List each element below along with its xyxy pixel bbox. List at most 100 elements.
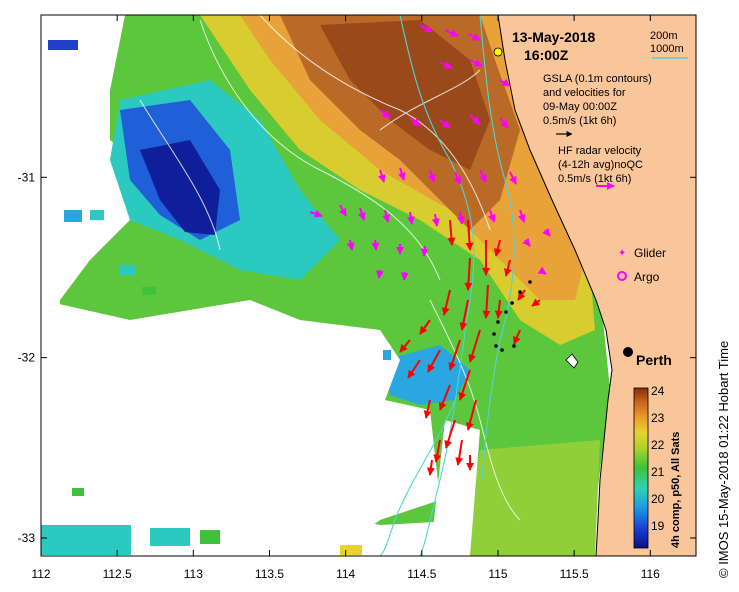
sst-pixel-cluster (383, 350, 391, 360)
sst-pixel-cluster (200, 530, 220, 544)
gsla-contours (139, 14, 521, 521)
radar-arrow (479, 169, 487, 183)
gsla-legend-line4: 0.5m/s (1kt 6h) (543, 115, 616, 127)
gsla-velocity-arrows (399, 219, 541, 476)
colorbar-tick: 23 (651, 411, 665, 425)
radar-arrow (456, 211, 465, 225)
colorbar-ticks: 24 23 22 21 20 19 (651, 384, 665, 533)
radar-arrow (357, 207, 366, 221)
perth-marker (623, 347, 633, 357)
map-date: 13-May-2018 (512, 29, 595, 45)
isobath-1000m-label: 1000m (650, 43, 684, 55)
temperature-colorbar (633, 387, 649, 549)
glider-legend-label: Glider (634, 246, 666, 260)
colorbar-tick: 19 (651, 519, 665, 533)
glider-point (500, 348, 504, 352)
gsla-arrow (503, 259, 512, 277)
gsla-arrow (459, 299, 469, 331)
radar-arrow (409, 117, 421, 127)
glider-point (504, 310, 508, 314)
radar-arrow (339, 204, 347, 217)
gsla-arrow (465, 399, 477, 431)
sst-pixel-cluster (340, 545, 362, 555)
isobath-200m (479, 14, 515, 481)
sst-pixel-cluster (72, 488, 84, 496)
gsla-arrow (513, 329, 521, 345)
colorbar-tick: 24 (651, 384, 665, 398)
gsla-arrow (419, 319, 431, 335)
x-tick-label: 113.5 (255, 567, 284, 581)
sst-pixel-cluster (150, 528, 190, 546)
cloud-gap-southwest (41, 300, 440, 556)
gsla-arrow (482, 284, 491, 319)
gsla-contour (429, 299, 521, 521)
radar-arrow (420, 245, 429, 257)
gsla-arrow (468, 329, 481, 363)
x-tick-label: 112.5 (103, 567, 132, 581)
colorbar-tick: 21 (651, 465, 665, 479)
hf-radar-velocity-arrows (309, 24, 551, 281)
isobaths (379, 14, 515, 557)
x-tick-label: 115.5 (560, 567, 589, 581)
radar-arrow (397, 167, 406, 181)
gsla-arrow (423, 399, 432, 419)
radar-legend-line2: (4-12h avg)noQC (558, 159, 643, 171)
radar-arrow (439, 61, 453, 69)
gsla-contour (379, 69, 481, 131)
coastline (497, 14, 613, 557)
radar-arrow (469, 114, 481, 125)
radar-arrow (377, 169, 386, 183)
gsla-arrow (458, 369, 471, 401)
radar-arrow (537, 266, 547, 275)
glider-point (492, 332, 496, 336)
colorbar-tick: 22 (651, 438, 665, 452)
sst-field (41, 15, 610, 556)
glider-point (496, 320, 500, 324)
glider-point (518, 290, 522, 294)
radar-arrow (346, 239, 355, 251)
gsla-arrow (465, 219, 474, 251)
radar-arrow (379, 109, 391, 119)
gsla-contour (139, 99, 221, 251)
gsla-arrow (455, 439, 464, 466)
argo-legend-label: Argo (634, 270, 660, 284)
gsla-arrow (407, 359, 421, 379)
radar-arrow (431, 213, 440, 227)
isobath-200m-label: 200m (650, 30, 678, 42)
radar-arrow (400, 271, 409, 281)
imos-credit: © IMOS 15-May-2018 01:22 Hobart Time (716, 341, 731, 578)
radar-arrow (499, 117, 509, 129)
gsla-arrow (441, 289, 451, 316)
gsla-arrow (448, 339, 461, 371)
cloud-gap-south (430, 420, 480, 556)
radar-arrow (309, 209, 323, 218)
gsla-arrow (444, 419, 456, 449)
isobath-1000m (399, 14, 475, 557)
y-tick-label: -31 (18, 170, 36, 184)
gsla-arrow (517, 289, 526, 301)
radar-arrow (499, 78, 511, 87)
sst-south-shelf-region (470, 440, 600, 556)
colorbar-tick: 20 (651, 492, 665, 506)
cloud-gap-offshore (41, 15, 125, 250)
island-marker (493, 47, 503, 57)
y-tick-label: -32 (18, 351, 36, 365)
x-tick-label: 116 (641, 567, 660, 581)
radar-arrow (382, 209, 391, 223)
argo-legend-icon (617, 271, 627, 281)
radar-arrow (487, 209, 496, 223)
gsla-contour (199, 19, 441, 281)
y-axis: -31 -32 -33 (18, 170, 696, 545)
gsla-arrow (493, 239, 502, 257)
glider-point (528, 280, 532, 284)
gsla-legend-line1: GSLA (0.1m contours) (543, 73, 652, 85)
x-tick-label: 112 (31, 567, 50, 581)
radar-arrow (439, 119, 451, 129)
radar-arrow (509, 171, 517, 185)
sst-pixel-cluster (48, 40, 78, 50)
radar-arrow (419, 24, 433, 33)
map-time: 16:00Z (524, 47, 569, 63)
gsla-arrow (427, 349, 441, 373)
gsla-arrow (399, 339, 411, 353)
sst-pixel-cluster (90, 210, 104, 220)
